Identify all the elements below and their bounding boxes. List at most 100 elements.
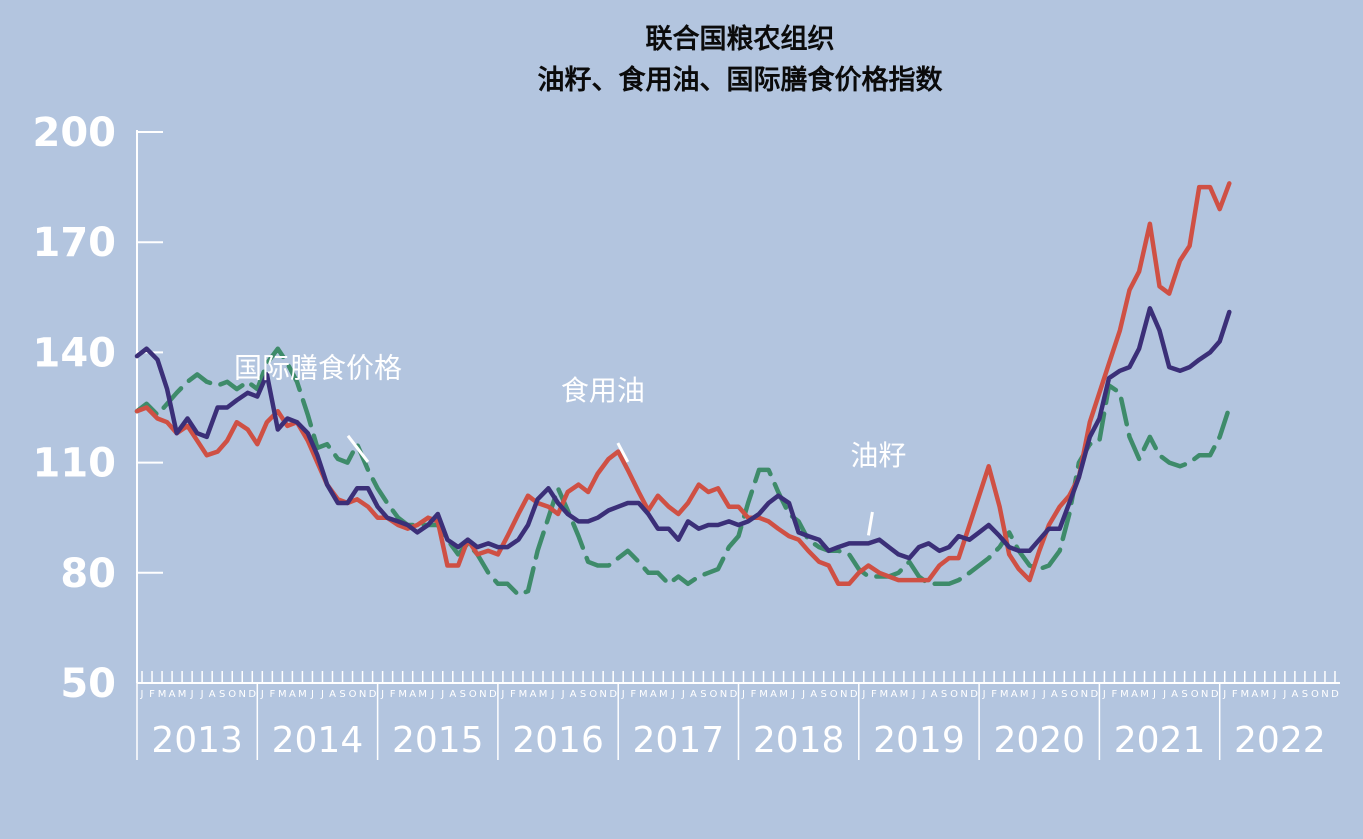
x-month-label: M [1260, 689, 1269, 700]
x-month-label: J [861, 689, 865, 700]
x-month-label: S [1181, 689, 1187, 700]
x-month-label: M [158, 689, 167, 700]
x-month-label: A [1251, 689, 1258, 700]
x-month-label: J [190, 689, 194, 700]
annotation-pointer [616, 442, 630, 463]
x-year-label: 2015 [392, 720, 484, 761]
x-year-label: 2022 [1234, 720, 1326, 761]
series-line-oilmeal [134, 346, 1232, 598]
x-month-label: D [730, 689, 738, 700]
x-month-label: F [751, 689, 757, 700]
x-month-label: M [1000, 689, 1009, 700]
x-month-label: A [890, 689, 897, 700]
x-month-label: O [710, 689, 718, 700]
x-month-label: F [991, 689, 997, 700]
x-month-label: J [741, 689, 745, 700]
x-month-label: F [390, 689, 396, 700]
x-month-label: J [1042, 689, 1046, 700]
x-month-label: S [821, 689, 827, 700]
x-month-label: D [609, 689, 617, 700]
annotation-label: 国际膳食价格 [234, 352, 402, 385]
annotation-pointer [866, 511, 874, 536]
x-month-label: S [700, 689, 706, 700]
x-month-label: O [349, 689, 357, 700]
x-month-label: D [369, 689, 377, 700]
x-month-label: A [289, 689, 296, 700]
x-month-label: A [931, 689, 938, 700]
x-month-label: N [1201, 689, 1208, 700]
x-month-label: M [639, 689, 648, 700]
x-month-label: J [140, 689, 144, 700]
x-month-label: J [1222, 689, 1226, 700]
x-month-label: M [519, 689, 528, 700]
x-month-label: J [380, 689, 384, 700]
x-month-label: J [551, 689, 555, 700]
x-month-label: D [1091, 689, 1099, 700]
x-month-label: A [1051, 689, 1058, 700]
x-month-label: J [500, 689, 504, 700]
x-month-label: N [1321, 689, 1328, 700]
y-tick-label: 170 [33, 220, 117, 266]
x-month-label: A [409, 689, 416, 700]
x-month-label: M [1120, 689, 1129, 700]
x-month-label: M [278, 689, 287, 700]
x-month-label: J [430, 689, 434, 700]
x-month-label: A [530, 689, 537, 700]
x-year-label: 2020 [993, 720, 1085, 761]
x-year-label: 2014 [272, 720, 364, 761]
x-month-label: F [149, 689, 155, 700]
y-tick-label: 140 [33, 330, 117, 376]
x-month-label: J [260, 689, 264, 700]
x-month-label: O [950, 689, 958, 700]
x-month-label: A [1131, 689, 1138, 700]
y-tick-label: 50 [60, 661, 116, 707]
x-month-label: D [850, 689, 858, 700]
x-month-label: J [801, 689, 805, 700]
x-month-label: M [779, 689, 788, 700]
annotation-label: 油籽 [850, 439, 906, 472]
x-month-label: F [510, 689, 516, 700]
x-month-label: A [810, 689, 817, 700]
x-month-label: M [900, 689, 909, 700]
x-month-label: A [169, 689, 176, 700]
x-month-label: S [941, 689, 947, 700]
x-month-label: J [681, 689, 685, 700]
x-month-label: D [1211, 689, 1219, 700]
x-month-label: F [1112, 689, 1118, 700]
x-month-label: J [1162, 689, 1166, 700]
x-month-label: O [1311, 689, 1319, 700]
x-year-label: 2018 [753, 720, 845, 761]
x-month-label: N [720, 689, 727, 700]
x-year-label: 2016 [512, 720, 604, 761]
x-month-label: M [1020, 689, 1029, 700]
x-month-label: M [659, 689, 668, 700]
x-month-label: F [871, 689, 877, 700]
x-month-label: D [1331, 689, 1339, 700]
x-month-label: M [398, 689, 407, 700]
x-month-label: D [248, 689, 256, 700]
data-series [134, 181, 1232, 598]
x-month-label: S [1061, 689, 1067, 700]
x-month-label: J [671, 689, 675, 700]
x-month-label: J [1102, 689, 1106, 700]
x-month-label: M [880, 689, 889, 700]
x-month-label: F [269, 689, 275, 700]
x-month-label: M [759, 689, 768, 700]
series-line-oilseeds [134, 306, 1232, 561]
x-month-label: M [178, 689, 187, 700]
x-month-label: A [570, 689, 577, 700]
x-month-label: A [1011, 689, 1018, 700]
x-month-label: N [239, 689, 246, 700]
x-month-label: N [359, 689, 366, 700]
x-month-label: M [1140, 689, 1149, 700]
x-month-label: N [960, 689, 967, 700]
y-tick-label: 200 [33, 110, 117, 156]
x-month-label: J [982, 689, 986, 700]
x-month-label: J [320, 689, 324, 700]
x-month-label: O [1191, 689, 1199, 700]
x-month-label: S [460, 689, 466, 700]
y-tick-label: 80 [60, 551, 116, 597]
x-month-label: F [1232, 689, 1238, 700]
